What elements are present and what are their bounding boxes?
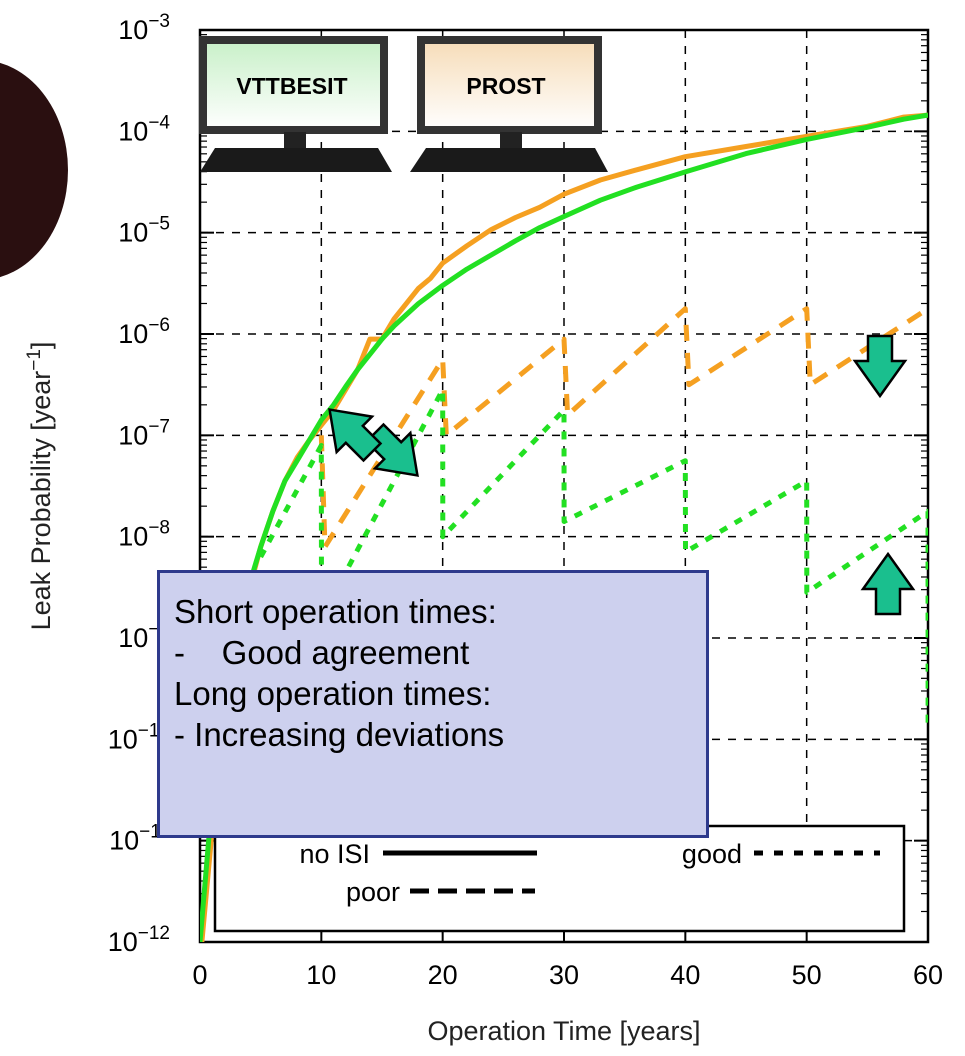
x-tick-label: 0 bbox=[192, 960, 207, 990]
series-line-prost-poor bbox=[318, 306, 928, 550]
y-tick-base: 10 bbox=[118, 623, 148, 653]
x-tick-label: 20 bbox=[428, 960, 458, 990]
x-tick-label: 10 bbox=[306, 960, 336, 990]
y-tick-base: 10 bbox=[118, 218, 148, 248]
legend-label-poor: poor bbox=[346, 877, 400, 907]
monitor-prost-icon: PROST bbox=[410, 36, 608, 172]
callout-box: Short operation times: - Good agreement … bbox=[157, 570, 709, 838]
x-tick-label: 60 bbox=[913, 960, 943, 990]
arrow-down-icon bbox=[852, 334, 908, 399]
legend-box bbox=[213, 824, 906, 933]
callout-line-2: - Good agreement bbox=[174, 634, 470, 671]
x-axis-ticks: 0 10 20 30 40 50 60 bbox=[192, 928, 943, 990]
x-axis-title: Operation Time [years] bbox=[427, 1016, 700, 1046]
y-tick-label: 10−7 bbox=[118, 416, 170, 450]
y-tick-base: 10 bbox=[108, 724, 138, 754]
legend-label-good: good bbox=[682, 839, 742, 869]
y-tick-exponent: −5 bbox=[148, 214, 170, 235]
y-tick-base: 10 bbox=[118, 319, 148, 349]
y-tick-exponent: −12 bbox=[138, 923, 170, 944]
y-axis-title-close: ] bbox=[26, 342, 56, 350]
arrow-up-icon bbox=[860, 551, 916, 616]
series-line-vttbesit-good bbox=[258, 387, 928, 725]
y-tick-base: 10 bbox=[118, 420, 148, 450]
arrow-up-right-icon bbox=[328, 408, 383, 463]
y-tick-exponent: −6 bbox=[148, 315, 170, 336]
y-tick-label: 10−8 bbox=[118, 518, 170, 552]
y-axis-title: Leak Probability [year−1] bbox=[24, 342, 56, 631]
arrow-down-right-icon bbox=[364, 422, 419, 477]
y-tick-label: 10−4 bbox=[118, 112, 170, 146]
callout-line-3: Long operation times: bbox=[174, 675, 492, 712]
x-tick-label: 30 bbox=[549, 960, 579, 990]
legend: no ISI poor good bbox=[213, 824, 906, 933]
x-tick-label: 40 bbox=[670, 960, 700, 990]
series-group bbox=[200, 112, 928, 942]
legend-label-no-isi: no ISI bbox=[299, 839, 370, 869]
y-axis-title-main: Leak Probability [year bbox=[26, 371, 56, 631]
y-tick-base: 10 bbox=[108, 927, 138, 957]
y-axis-title-exp: −1 bbox=[24, 349, 45, 371]
monitor-prost-label: PROST bbox=[466, 73, 545, 99]
monitor-vttbesit-icon: VTTBESIT bbox=[199, 36, 392, 172]
y-tick-label: 10−6 bbox=[118, 315, 170, 349]
x-tick-label: 50 bbox=[792, 960, 822, 990]
y-tick-label: 10−9 bbox=[118, 619, 170, 653]
callout-line-4: - Increasing deviations bbox=[174, 716, 505, 753]
y-tick-exponent: −7 bbox=[148, 416, 170, 437]
y-tick-label: 10−12 bbox=[108, 923, 170, 957]
callout-line-1: Short operation times: bbox=[174, 593, 497, 630]
series-line-vttbesit-no-isi bbox=[200, 112, 928, 942]
y-tick-base: 10 bbox=[109, 826, 139, 856]
annotation-arrows bbox=[328, 334, 916, 616]
y-tick-exponent: −8 bbox=[148, 518, 170, 539]
y-tick-label: 10−5 bbox=[118, 214, 170, 248]
y-tick-exponent: −3 bbox=[148, 11, 170, 32]
y-tick-label: 10−3 bbox=[118, 11, 170, 45]
y-tick-base: 10 bbox=[118, 116, 148, 146]
decorative-oval bbox=[0, 62, 68, 278]
y-tick-exponent: −4 bbox=[148, 112, 170, 133]
monitor-vttbesit-label: VTTBESIT bbox=[236, 73, 347, 99]
y-tick-base: 10 bbox=[118, 522, 148, 552]
y-tick-base: 10 bbox=[118, 15, 148, 45]
